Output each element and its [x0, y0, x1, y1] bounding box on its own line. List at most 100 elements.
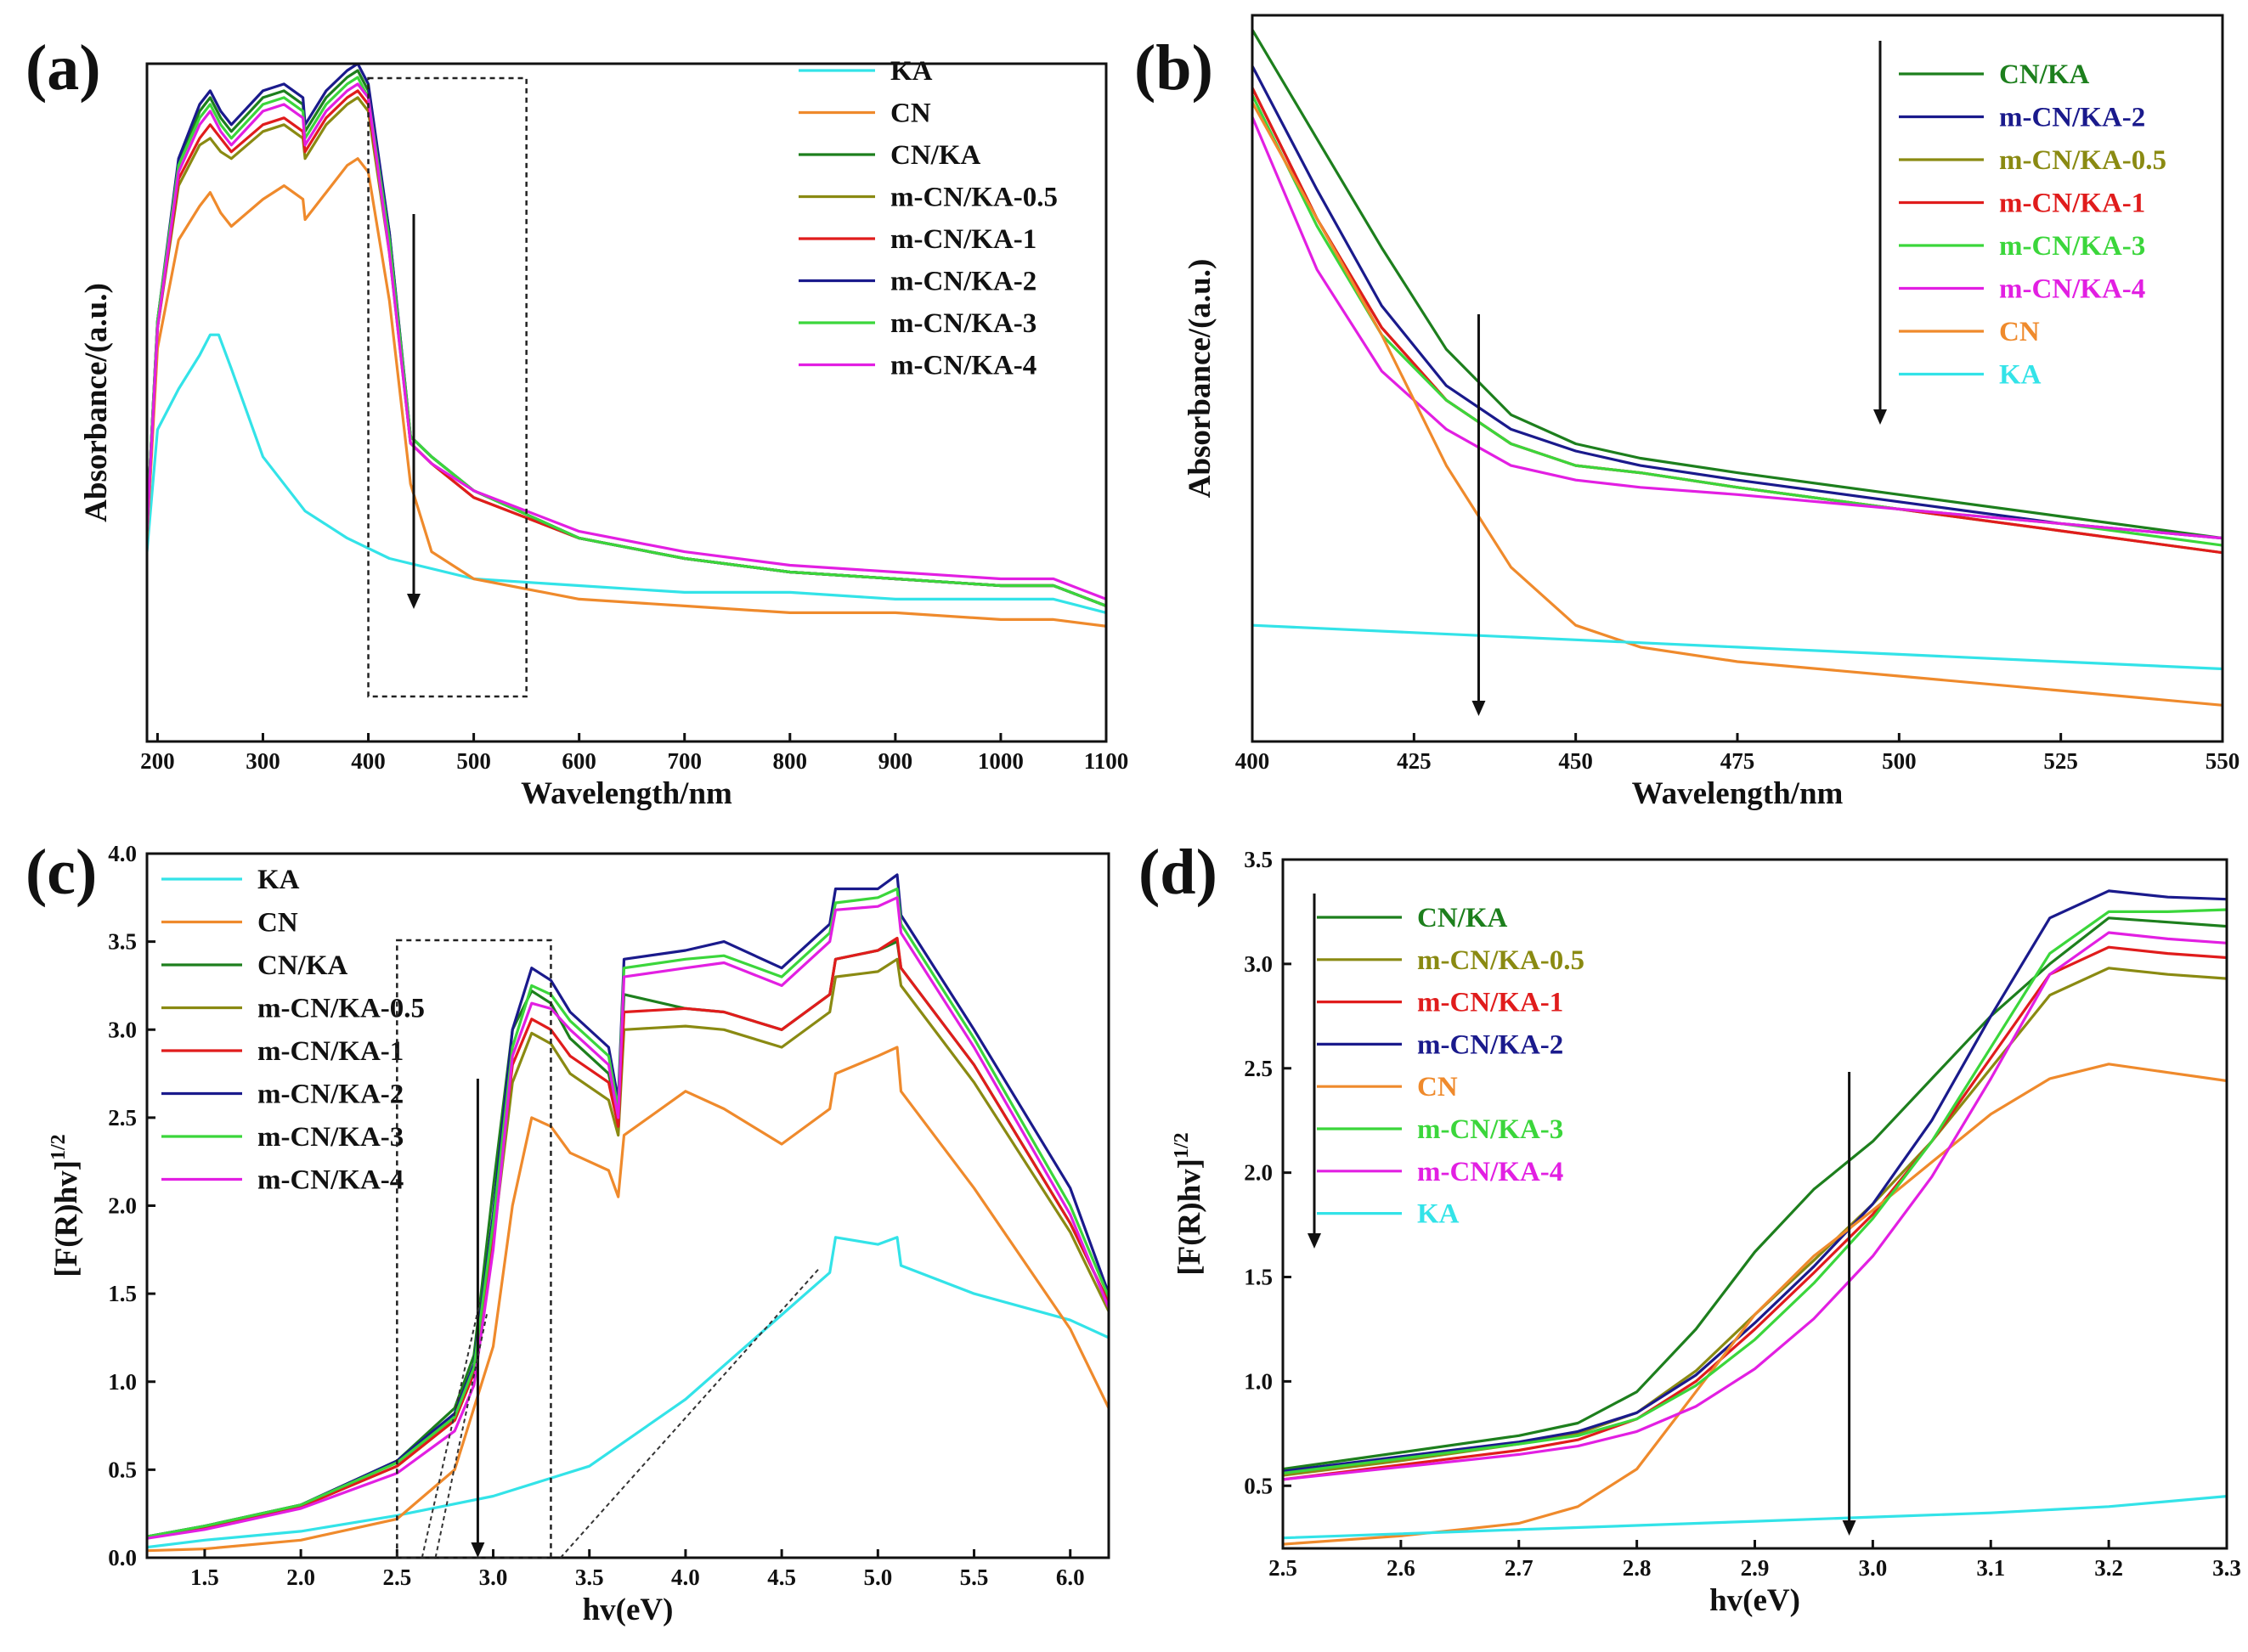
y-tick-label: 3.0 — [108, 1017, 137, 1042]
x-tick-label: 600 — [562, 748, 596, 774]
x-axis-title: hv(eV) — [583, 1593, 674, 1627]
legend-entry: KA — [257, 865, 300, 895]
x-tick-label: 425 — [1397, 748, 1432, 774]
legend-entry: m-CN/KA-4 — [257, 1165, 404, 1196]
series-line-KA — [1252, 623, 2223, 671]
legend-entry: m-CN/KA-3 — [257, 1122, 404, 1153]
x-tick-label: 450 — [1558, 748, 1593, 774]
legend-entry: CN — [1417, 1072, 1458, 1102]
series-line-m-CN/KA-3 — [147, 76, 1106, 607]
tangent-line — [560, 1266, 822, 1559]
panel-a: (a) 200 300 400 500 600 700 800 900 1000 1100 Wavel… — [25, 32, 1128, 811]
x-tick-label: 3.5 — [575, 1565, 604, 1590]
y-tick-label: 0.5 — [1244, 1473, 1273, 1498]
y-tick-label: 2.5 — [1244, 1056, 1273, 1081]
y-tick-label: 3.5 — [1244, 847, 1273, 872]
series-line-m-CN/KA-4 — [147, 82, 1106, 600]
legend-entry: m-CN/KA-3 — [1417, 1114, 1563, 1145]
x-tick-label: 3.1 — [1976, 1555, 2005, 1581]
zoom-box — [396, 939, 552, 1559]
y-tick-label: 0.5 — [108, 1457, 137, 1482]
legend-entry: m-CN/KA-0.5 — [890, 183, 1058, 213]
y-tick-label: 1.5 — [108, 1281, 137, 1306]
series-line-KA — [147, 1236, 1109, 1549]
legend-entry: m-CN/KA-3 — [890, 308, 1036, 339]
legend-entry: m-CN/KA-2 — [257, 1080, 404, 1110]
x-tick-label: 2.8 — [1623, 1555, 1652, 1581]
x-tick-label: 4.0 — [671, 1565, 700, 1590]
legend-entry: CN/KA — [1999, 59, 2090, 90]
series-group — [147, 64, 1106, 628]
legend-entry: CN/KA — [1417, 903, 1508, 933]
y-tick-label: 3.5 — [108, 929, 137, 955]
legend-entry: m-CN/KA-2 — [890, 267, 1036, 297]
x-tick-label: 2.5 — [1268, 1555, 1297, 1581]
panel-d: (d) 2.5 2.6 2.7 2.8 2.9 3.0 3.1 3.2 3.3 0.5 1.0 1.5 2… — [1138, 837, 2241, 1618]
y-tick-label: 2.0 — [108, 1193, 137, 1219]
series-line-m-CN/KA-4 — [1252, 116, 2223, 540]
arrow-head — [1842, 1520, 1856, 1536]
x-tick-label: 400 — [1235, 748, 1270, 774]
series-line-m-CN/KA-1 — [147, 936, 1109, 1538]
panel-label: (d) — [1138, 837, 1217, 908]
legend-entry: m-CN/KA-1 — [1417, 988, 1563, 1018]
x-tick-label: 475 — [1720, 748, 1755, 774]
legend-entry: CN — [1999, 317, 2040, 347]
x-axis-title: Wavelength/nm — [1632, 776, 1844, 811]
x-tick-label: 5.5 — [960, 1565, 989, 1590]
legend-entry: m-CN/KA-4 — [1417, 1157, 1563, 1187]
legend-entry: m-CN/KA-1 — [1999, 189, 2145, 219]
x-tick-label: 900 — [878, 748, 913, 774]
legend-entry: CN/KA — [257, 950, 348, 981]
legend-entry: m-CN/KA-2 — [1999, 103, 2145, 133]
x-tick-label: 2.5 — [382, 1565, 411, 1590]
x-tick-label: 300 — [246, 748, 280, 774]
x-tick-label: 700 — [667, 748, 702, 774]
series-line-CN/KA — [1283, 916, 2227, 1471]
y-tick-label: 0.0 — [108, 1545, 137, 1570]
x-tick-label: 500 — [456, 748, 491, 774]
panel-label: (b) — [1134, 32, 1213, 104]
series-line-KA — [1283, 1495, 2227, 1540]
x-tick-label: 1100 — [1084, 748, 1129, 774]
y-tick-label: 4.0 — [108, 841, 137, 866]
x-tick-label: 3.0 — [1859, 1555, 1888, 1581]
x-tick-label: 3.2 — [2094, 1555, 2123, 1581]
tangent-line — [421, 1302, 481, 1559]
y-tick-label: 3.0 — [1244, 951, 1273, 977]
series-line-CN — [1283, 1063, 2227, 1546]
series-line-m-CN/KA-4 — [1283, 931, 2227, 1481]
x-tick-label: 5.0 — [863, 1565, 892, 1590]
legend-entry: m-CN/KA-2 — [1417, 1029, 1563, 1060]
panel-b: (b) 400 425 450 475 500 525 550 Wavelength/nm Abs… — [1134, 14, 2240, 811]
series-line-m-CN/KA-2 — [1252, 65, 2223, 540]
x-axis-title: hv(eV) — [1709, 1583, 1800, 1618]
legend-entry: m-CN/KA-4 — [890, 351, 1036, 381]
series-line-m-CN/KA-4 — [147, 896, 1109, 1540]
series-line-m-CN/KA-2 — [1283, 889, 2227, 1473]
y-tick-label: 1.5 — [1244, 1265, 1273, 1290]
legend-entry: m-CN/KA-0.5 — [1417, 945, 1584, 976]
x-axis-title: Wavelength/nm — [521, 776, 732, 811]
plot-frame — [145, 62, 1108, 743]
arrow-head — [1873, 409, 1887, 425]
x-tick-label: 550 — [2206, 748, 2240, 774]
tangent-line — [434, 1311, 489, 1559]
x-tick-label: 2.7 — [1505, 1555, 1533, 1581]
series-line-m-CN/KA-3 — [1283, 908, 2227, 1475]
x-tick-label: 2.9 — [1741, 1555, 1770, 1581]
x-tick-label: 500 — [1882, 748, 1917, 774]
legend-entry: m-CN/KA-0.5 — [1999, 145, 2166, 176]
panel-label: (c) — [25, 837, 97, 908]
legend-entry: KA — [890, 56, 933, 87]
series-line-CN — [147, 157, 1106, 628]
x-tick-label: 6.0 — [1056, 1565, 1085, 1590]
x-tick-label: 400 — [351, 748, 386, 774]
arrow-head — [471, 1542, 485, 1558]
legend-entry: CN — [890, 99, 931, 129]
arrow-head — [1471, 701, 1486, 716]
series-line-m-CN/KA-1 — [1283, 945, 2227, 1481]
legend-entry: m-CN/KA-1 — [257, 1036, 404, 1067]
y-axis-title: [F(R)hv]1/2 — [1171, 1132, 1207, 1275]
y-axis-title: [F(R)hv]1/2 — [48, 1134, 84, 1277]
